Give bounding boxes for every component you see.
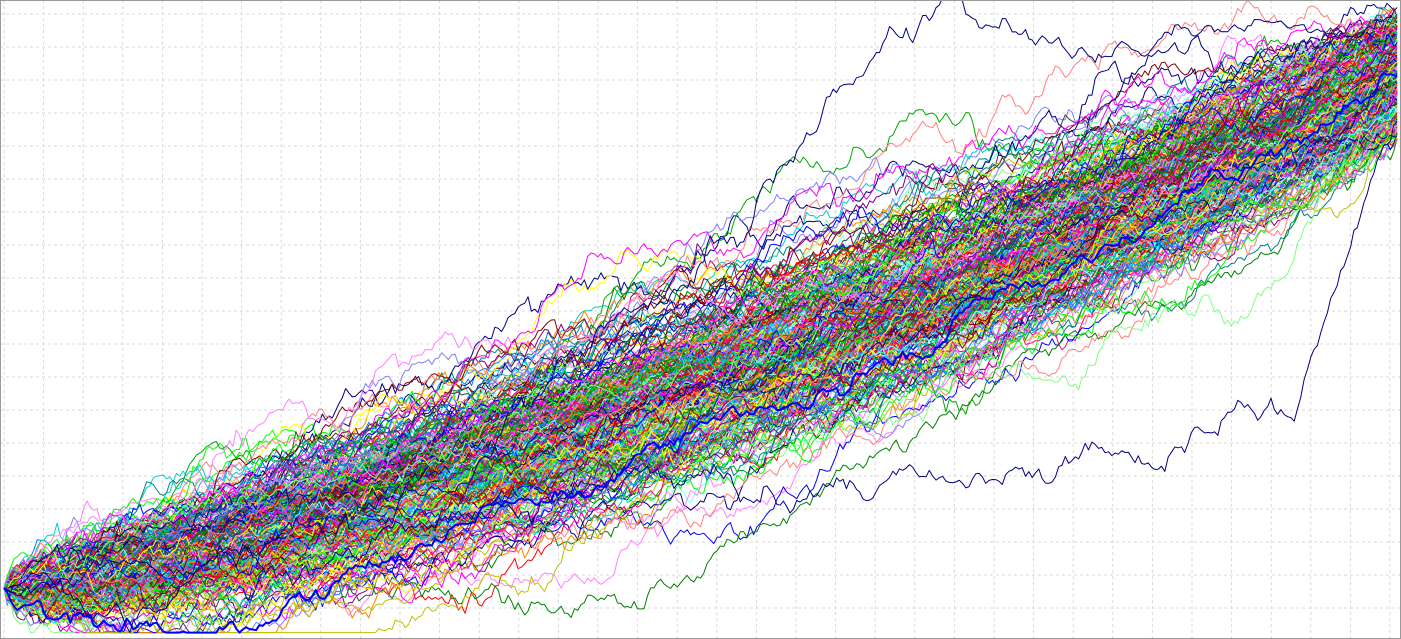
simulation-path xyxy=(3,44,1398,593)
simulation-path-low-outlier xyxy=(3,121,1398,634)
simulation-path xyxy=(3,70,1398,596)
simulation-path xyxy=(3,74,1398,602)
simulation-path xyxy=(3,8,1398,602)
simulation-path xyxy=(3,76,1398,597)
simulation-path xyxy=(3,45,1398,617)
simulation-path xyxy=(3,16,1398,600)
simulation-path xyxy=(3,37,1398,594)
simulation-path xyxy=(3,41,1398,602)
simulation-path xyxy=(3,91,1398,589)
simulation-path xyxy=(3,76,1398,607)
series-group xyxy=(3,0,1398,634)
simulation-path xyxy=(3,82,1398,590)
simulation-path xyxy=(3,101,1398,634)
simulation-path xyxy=(3,101,1398,608)
simulation-path xyxy=(3,61,1398,597)
simulation-path xyxy=(3,52,1398,595)
simulation-path xyxy=(3,68,1398,589)
simulation-path xyxy=(3,98,1398,603)
simulation-path xyxy=(3,93,1398,601)
simulation-path xyxy=(3,88,1398,594)
simulation-path xyxy=(3,103,1398,615)
simulation-path xyxy=(3,31,1398,591)
simulation-path xyxy=(3,94,1398,630)
simulation-path xyxy=(3,21,1398,620)
simulation-path-highlighted xyxy=(3,71,1398,634)
simulation-path xyxy=(3,66,1398,591)
simulation-path-high-outlier xyxy=(3,0,1398,593)
simulation-path xyxy=(3,94,1398,613)
simulation-path xyxy=(3,124,1398,589)
simulation-path xyxy=(3,120,1398,619)
simulation-path xyxy=(3,0,1398,612)
simulation-path xyxy=(3,74,1398,589)
simulation-path xyxy=(3,136,1398,612)
simulation-path xyxy=(3,131,1398,631)
simulation-path xyxy=(3,18,1398,621)
